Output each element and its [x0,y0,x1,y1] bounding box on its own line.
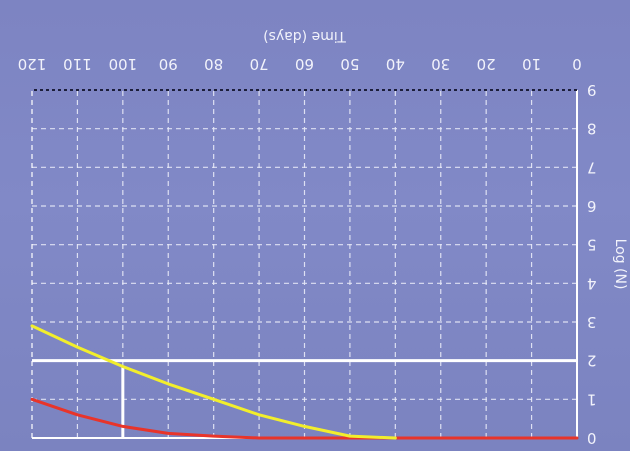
x-tick-label: 90 [159,55,178,73]
x-tick-label: 100 [109,55,138,73]
y-tick-label: 3 [587,313,597,331]
y-tick-label: 4 [587,274,597,292]
x-tick-label: 80 [204,55,223,73]
x-tick-label: 30 [431,55,450,73]
series-line-1 [30,397,579,440]
y-tick-label: 0 [587,429,597,447]
y-tick-label: 1 [587,390,597,408]
x-tick-label: 120 [18,55,47,73]
x-tick-label: 110 [63,55,92,73]
x-axis-title: Time (days) [263,28,347,44]
x-tick-label: 0 [572,55,582,73]
y-tick-label: 2 [587,352,597,370]
x-tick-label: 40 [386,55,405,73]
y-tick-label: 6 [587,197,597,215]
y-axis-title: Log (N) [612,239,628,290]
series-lines [30,324,579,440]
x-tick-label: 70 [250,55,269,73]
x-tick-labels: 0 10 20 30 40 50 60 70 80 90 100 110 120 [18,55,582,73]
series-line-2 [30,324,397,440]
x-tick-label: 50 [340,55,359,73]
x-tick-label: 10 [522,55,541,73]
y-tick-label: 9 [587,81,597,99]
y-tick-labels: 0 1 2 3 4 5 6 7 8 9 [587,81,597,447]
y-tick-label: 8 [587,120,597,138]
x-tick-label: 20 [477,55,496,73]
y-tick-label: 5 [587,236,597,254]
y-tick-label: 7 [587,158,597,176]
grid [32,90,577,438]
x-tick-label: 60 [295,55,314,73]
